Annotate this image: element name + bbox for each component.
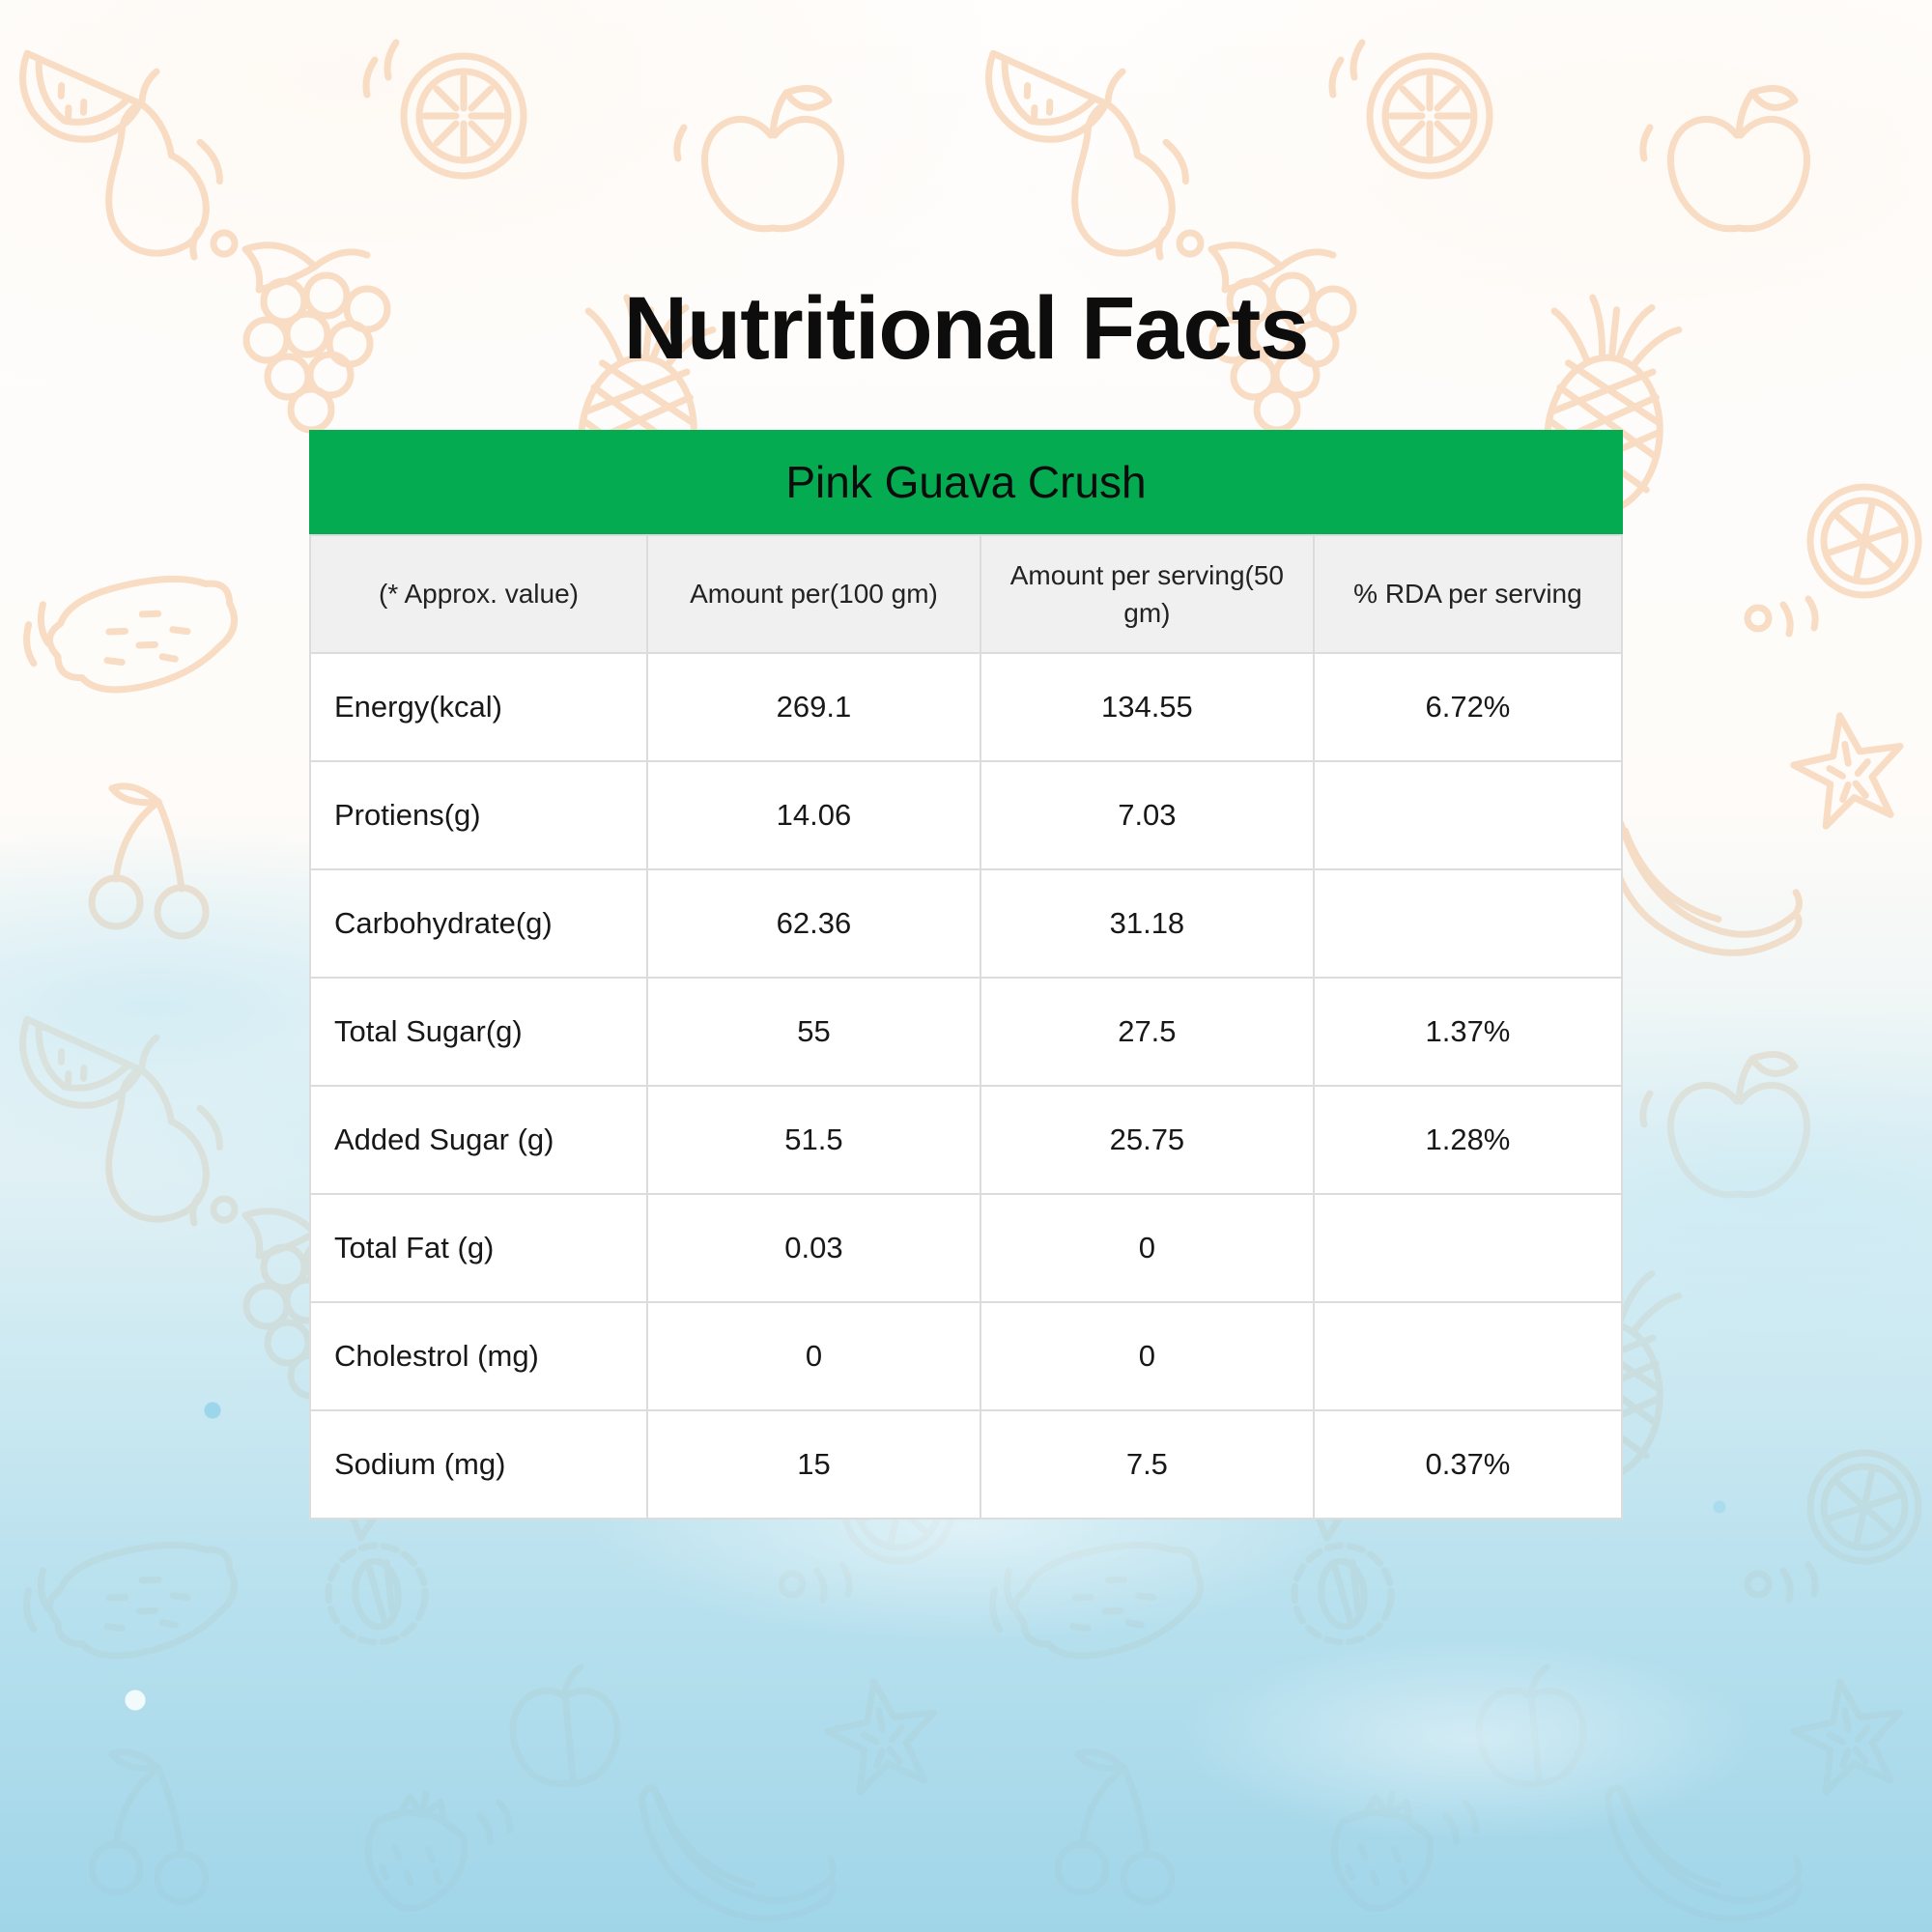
value-per-100gm: 51.5 xyxy=(646,1085,981,1195)
row-label: Added Sugar (g) xyxy=(309,1085,648,1195)
value-rda xyxy=(1312,1193,1624,1303)
table-row-proteins: Protiens(g) 14.06 7.03 xyxy=(309,760,1624,870)
value-rda xyxy=(1312,868,1624,979)
table-row-total-sugar: Total Sugar(g) 55 27.5 1.37% xyxy=(309,977,1624,1087)
value-rda xyxy=(1312,760,1624,870)
table-row-added-sugar: Added Sugar (g) 51.5 25.75 1.28% xyxy=(309,1085,1624,1195)
nutrition-facts-table: (* Approx. value) Amount per(100 gm) Amo… xyxy=(309,534,1624,1520)
page-title: Nutritional Facts xyxy=(623,279,1310,378)
value-rda xyxy=(1312,1301,1624,1411)
row-label: Sodium (mg) xyxy=(309,1409,648,1520)
row-label: Total Sugar(g) xyxy=(309,977,648,1087)
value-per-100gm: 0.03 xyxy=(646,1193,981,1303)
header-row: (* Approx. value) Amount per(100 gm) Amo… xyxy=(309,534,1624,654)
table-row-energy: Energy(kcal) 269.1 134.55 6.72% xyxy=(309,652,1624,762)
value-per-serving: 27.5 xyxy=(979,977,1315,1087)
value-rda: 1.37% xyxy=(1312,977,1624,1087)
row-label: Energy(kcal) xyxy=(309,652,648,762)
value-per-serving: 134.55 xyxy=(979,652,1315,762)
value-per-serving: 25.75 xyxy=(979,1085,1315,1195)
value-per-100gm: 62.36 xyxy=(646,868,981,979)
value-rda: 6.72% xyxy=(1312,652,1624,762)
column-header-rda: % RDA per serving xyxy=(1312,534,1624,654)
column-header-amount-serving: Amount per serving(50 gm) xyxy=(979,534,1315,654)
table-row-cholesterol: Cholestrol (mg) 0 0 xyxy=(309,1301,1624,1411)
row-label: Protiens(g) xyxy=(309,760,648,870)
value-per-serving: 31.18 xyxy=(979,868,1315,979)
column-header-approx-value: (* Approx. value) xyxy=(309,534,648,654)
value-per-serving: 0 xyxy=(979,1193,1315,1303)
table-row-carbohydrate: Carbohydrate(g) 62.36 31.18 xyxy=(309,868,1624,979)
value-per-serving: 7.5 xyxy=(979,1409,1315,1520)
column-header-amount-100gm: Amount per(100 gm) xyxy=(646,534,981,654)
row-label: Carbohydrate(g) xyxy=(309,868,648,979)
value-rda: 0.37% xyxy=(1312,1409,1624,1520)
product-name-banner: Pink Guava Crush xyxy=(309,430,1623,534)
value-per-serving: 7.03 xyxy=(979,760,1315,870)
row-label: Total Fat (g) xyxy=(309,1193,648,1303)
nutrition-table: Pink Guava Crush (* Approx. value) Amoun… xyxy=(309,430,1624,1520)
value-per-100gm: 15 xyxy=(646,1409,981,1520)
value-per-100gm: 269.1 xyxy=(646,652,981,762)
table-row-total-fat: Total Fat (g) 0.03 0 xyxy=(309,1193,1624,1303)
value-per-100gm: 14.06 xyxy=(646,760,981,870)
value-per-serving: 0 xyxy=(979,1301,1315,1411)
value-per-100gm: 55 xyxy=(646,977,981,1087)
value-rda: 1.28% xyxy=(1312,1085,1624,1195)
table-row-sodium: Sodium (mg) 15 7.5 0.37% xyxy=(309,1409,1624,1520)
row-label: Cholestrol (mg) xyxy=(309,1301,648,1411)
value-per-100gm: 0 xyxy=(646,1301,981,1411)
